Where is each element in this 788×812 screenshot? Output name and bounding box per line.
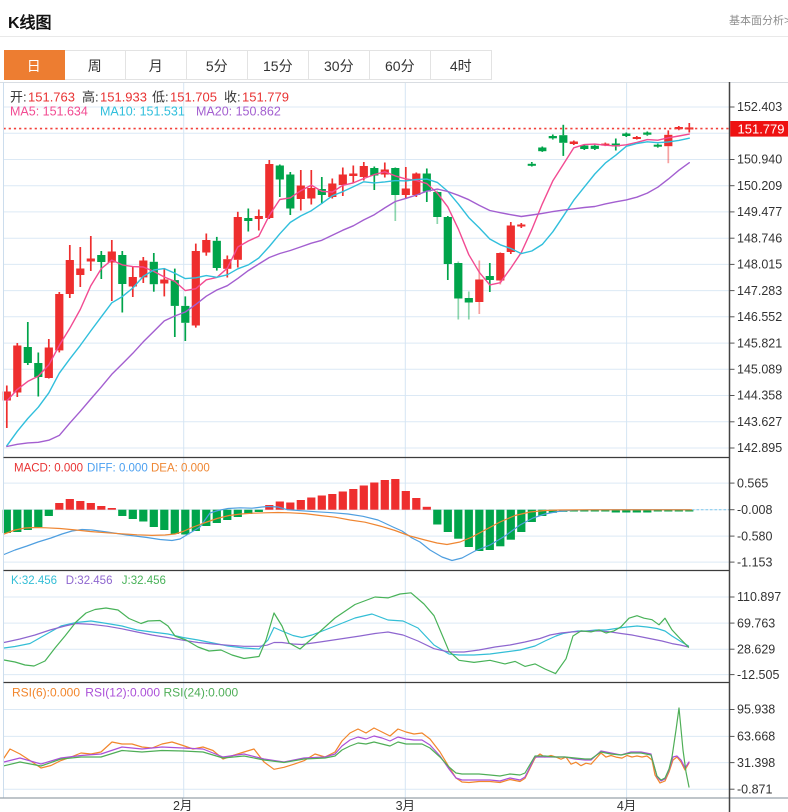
svg-text:J:32.456: J:32.456	[122, 575, 166, 587]
svg-text:MA10: 151.531: MA10: 151.531	[100, 105, 185, 119]
svg-text:-0.871: -0.871	[737, 782, 772, 796]
svg-text:2月: 2月	[173, 799, 192, 812]
svg-text:31.398: 31.398	[737, 756, 775, 770]
svg-text:143.627: 143.627	[737, 415, 782, 429]
svg-text:151.763: 151.763	[28, 90, 75, 105]
svg-text:DEA: 0.000: DEA: 0.000	[151, 463, 210, 475]
svg-text:69.763: 69.763	[737, 616, 775, 630]
svg-text:151.779: 151.779	[242, 90, 289, 105]
svg-text:MACD: 0.000: MACD: 0.000	[14, 463, 83, 475]
svg-text:DIFF: 0.000: DIFF: 0.000	[87, 463, 148, 475]
svg-text:RSI(12):0.000: RSI(12):0.000	[85, 686, 160, 700]
svg-text:147.283: 147.283	[737, 284, 782, 298]
svg-text:144.358: 144.358	[737, 389, 782, 403]
svg-text:3月: 3月	[396, 799, 415, 812]
svg-text:149.477: 149.477	[737, 205, 782, 219]
svg-text:RSI(6):0.000: RSI(6):0.000	[12, 686, 80, 700]
svg-text:MA20: 150.862: MA20: 150.862	[196, 105, 281, 119]
svg-text:K:32.456: K:32.456	[11, 575, 57, 587]
svg-text:142.895: 142.895	[737, 441, 782, 455]
svg-text:151.779: 151.779	[738, 121, 785, 136]
svg-text:RSI(24):0.000: RSI(24):0.000	[164, 686, 239, 700]
svg-text:148.746: 148.746	[737, 231, 782, 245]
svg-text:150.209: 150.209	[737, 179, 782, 193]
svg-text:152.403: 152.403	[737, 100, 782, 114]
svg-text:0.565: 0.565	[737, 476, 768, 490]
svg-text:4月: 4月	[617, 799, 636, 812]
svg-text:146.552: 146.552	[737, 310, 782, 324]
svg-text:110.897: 110.897	[737, 590, 781, 604]
svg-text:MA5: 151.634: MA5: 151.634	[10, 105, 88, 119]
svg-text:高:: 高:	[82, 90, 99, 105]
svg-text:145.821: 145.821	[737, 336, 782, 350]
svg-text:95.938: 95.938	[737, 703, 775, 717]
svg-text:151.933: 151.933	[100, 90, 147, 105]
svg-text:-12.505: -12.505	[737, 668, 779, 682]
svg-text:148.015: 148.015	[737, 258, 782, 272]
svg-text:低:: 低:	[152, 90, 169, 105]
svg-text:-1.153: -1.153	[737, 555, 772, 569]
svg-text:151.705: 151.705	[170, 90, 217, 105]
svg-text:收:: 收:	[224, 90, 241, 105]
svg-text:-0.008: -0.008	[737, 503, 772, 517]
svg-text:D:32.456: D:32.456	[66, 575, 113, 587]
svg-text:145.089: 145.089	[737, 363, 782, 377]
svg-text:开:: 开:	[10, 90, 27, 105]
svg-text:63.668: 63.668	[737, 730, 775, 744]
svg-text:28.629: 28.629	[737, 642, 775, 656]
svg-text:150.940: 150.940	[737, 153, 782, 167]
svg-text:-0.580: -0.580	[737, 529, 772, 543]
